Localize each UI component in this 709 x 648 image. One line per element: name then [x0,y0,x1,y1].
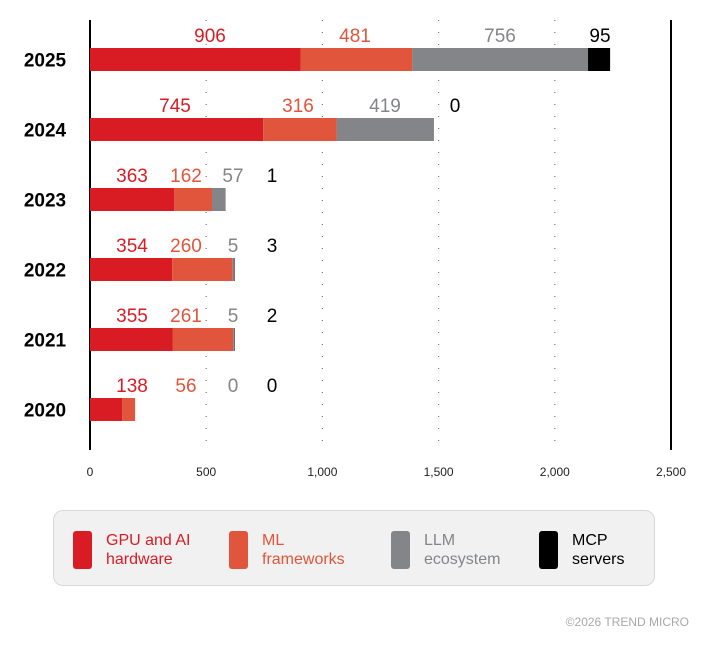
year-label: 2021 [24,331,67,352]
bar-segment [90,48,301,71]
data-label: 354 [116,236,148,257]
legend-label: frameworks [262,551,345,568]
bar-segment [90,328,173,351]
year-label: 2023 [24,191,66,212]
data-label: 0 [450,96,461,117]
bar-segment [172,258,233,281]
bar-segment [90,258,173,281]
legend-item-llm: LLM ecosystem [391,531,544,569]
data-label: 1 [267,166,278,187]
data-label: 56 [175,376,196,397]
bar-segment [588,48,611,71]
copyright: ©2026 TREND MICRO [565,615,689,629]
legend-item-mcp: MCP servers [539,531,692,569]
x-tick-label: 2,000 [540,465,570,479]
bar-segment [172,328,234,351]
data-label: 261 [170,306,202,327]
x-tick-label: 2,500 [656,465,686,479]
legend-swatch [539,531,558,569]
data-label: 2 [267,306,278,327]
year-label: 2025 [24,51,67,72]
year-label: 2020 [24,401,66,422]
x-tick-label: 0 [87,465,94,479]
year-label: 2022 [24,261,66,282]
data-label: 756 [484,26,516,47]
legend: GPU and AI hardware ML frameworks LLM ecosy… [53,510,655,586]
data-label: 906 [194,26,226,47]
x-tick-label: 1,500 [424,465,454,479]
data-label: 363 [116,166,148,187]
data-label: 5 [228,236,239,257]
bar-segment [233,328,235,351]
bar-segment [90,188,175,211]
year-label: 2024 [24,121,67,142]
legend-item-gpu: GPU and AI hardware [73,531,226,569]
bar-segment [90,118,264,141]
legend-label: LLM [424,532,456,549]
data-label: 419 [369,96,401,117]
legend-swatch [229,531,248,569]
x-tick-label: 1,000 [307,465,337,479]
legend-item-ml: ML frameworks [229,531,382,569]
data-label: 745 [159,96,191,117]
bar-segment [336,118,434,141]
bar-segment [212,188,226,211]
legend-swatch [391,531,410,569]
data-label: 95 [589,26,610,47]
data-label: 5 [228,306,239,327]
bar-segment [232,258,234,281]
bar-segment [412,48,589,71]
data-label: 138 [116,376,148,397]
bar-segment [122,398,136,421]
data-label: 57 [222,166,243,187]
data-label: 260 [170,236,202,257]
data-label: 0 [267,376,278,397]
data-label: 316 [282,96,314,117]
data-label: 162 [170,166,202,187]
data-label: 3 [267,236,278,257]
bar-segment [174,188,213,211]
data-label: 0 [228,376,239,397]
legend-label: ML [262,532,285,549]
data-label: 481 [339,26,371,47]
data-label: 355 [116,306,148,327]
legend-label: hardware [106,551,173,568]
bar-segment [263,118,337,141]
bar-segment [300,48,413,71]
x-tick-label: 500 [196,465,216,479]
bar-segment [233,258,235,281]
legend-label: servers [572,551,625,568]
legend-label: GPU and AI [106,532,191,549]
legend-label: MCP [572,532,608,549]
bar-segment [90,398,123,421]
legend-swatch [73,531,92,569]
legend-label: ecosystem [424,551,501,568]
